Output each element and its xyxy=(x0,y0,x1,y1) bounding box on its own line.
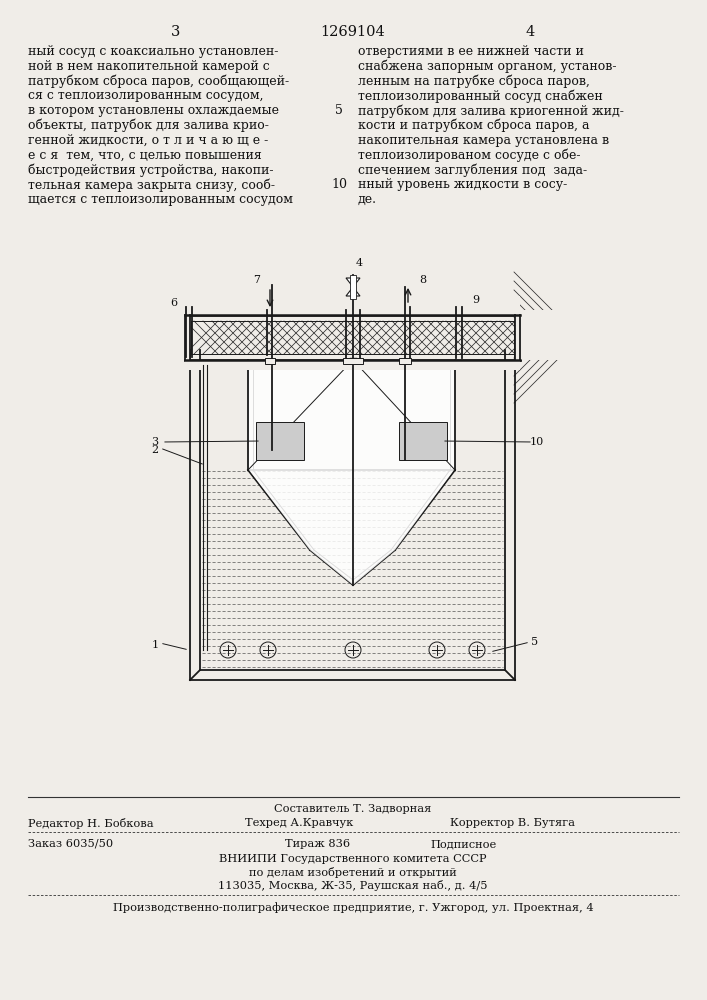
Bar xyxy=(399,358,411,364)
Bar xyxy=(185,360,520,370)
Text: ной в нем накопительной камерой с: ной в нем накопительной камерой с xyxy=(28,60,270,73)
Text: 7: 7 xyxy=(254,275,260,285)
Text: 3: 3 xyxy=(151,437,158,447)
Text: кости и патрубком сброса паров, а: кости и патрубком сброса паров, а xyxy=(358,119,590,132)
Bar xyxy=(350,275,356,299)
Text: нный уровень жидкости в сосу-: нный уровень жидкости в сосу- xyxy=(358,178,567,191)
Text: 6: 6 xyxy=(170,298,177,308)
Text: 5: 5 xyxy=(335,104,343,117)
Text: ленным на патрубке сброса паров,: ленным на патрубке сброса паров, xyxy=(358,75,590,88)
Text: 9: 9 xyxy=(472,295,479,305)
Text: теплоизолированом сосуде с обе-: теплоизолированом сосуде с обе- xyxy=(358,149,580,162)
Text: Техред А.Кравчук: Техред А.Кравчук xyxy=(245,818,354,828)
Bar xyxy=(515,310,615,360)
Text: в котором установлены охлаждаемые: в котором установлены охлаждаемые xyxy=(28,104,279,117)
Text: 1: 1 xyxy=(151,640,158,650)
Bar xyxy=(0,310,190,360)
Polygon shape xyxy=(249,360,454,585)
Text: 1269104: 1269104 xyxy=(321,25,385,39)
Text: 113035, Москва, Ж-35, Раушская наб., д. 4/5: 113035, Москва, Ж-35, Раушская наб., д. … xyxy=(218,880,488,891)
Bar xyxy=(265,358,275,364)
Text: отверстиями в ее нижней части и: отверстиями в ее нижней части и xyxy=(358,45,584,58)
Bar xyxy=(399,422,447,460)
Text: 4: 4 xyxy=(525,25,534,39)
Text: 2: 2 xyxy=(151,445,158,455)
Text: Заказ 6035/50: Заказ 6035/50 xyxy=(28,839,113,849)
Text: 10: 10 xyxy=(331,178,347,191)
Text: 5: 5 xyxy=(532,637,539,647)
Text: тельная камера закрыта снизу, сооб-: тельная камера закрыта снизу, сооб- xyxy=(28,178,275,192)
Text: патрубком для залива криогенной жид-: патрубком для залива криогенной жид- xyxy=(358,104,624,118)
Text: Редактор Н. Бобкова: Редактор Н. Бобкова xyxy=(28,818,153,829)
Text: накопительная камера установлена в: накопительная камера установлена в xyxy=(358,134,609,147)
Polygon shape xyxy=(346,287,360,296)
Text: объекты, патрубок для залива крио-: объекты, патрубок для залива крио- xyxy=(28,119,269,132)
Text: 4: 4 xyxy=(356,258,363,268)
Text: теплоизолированный сосуд снабжен: теплоизолированный сосуд снабжен xyxy=(358,89,603,103)
Text: спечением заглубления под  зада-: спечением заглубления под зада- xyxy=(358,163,587,177)
Text: патрубком сброса паров, сообщающей-: патрубком сброса паров, сообщающей- xyxy=(28,75,289,88)
Text: 3: 3 xyxy=(171,25,181,39)
Text: щается с теплоизолированным сосудом: щается с теплоизолированным сосудом xyxy=(28,193,293,206)
Polygon shape xyxy=(346,278,360,287)
Text: ный сосуд с коаксиально установлен-: ный сосуд с коаксиально установлен- xyxy=(28,45,279,58)
Text: Составитель Т. Задворная: Составитель Т. Задворная xyxy=(274,804,432,814)
Text: е с я  тем, что, с целью повышения: е с я тем, что, с целью повышения xyxy=(28,149,262,162)
Text: Подписное: Подписное xyxy=(430,839,496,849)
Bar xyxy=(343,358,363,364)
Text: Корректор В. Бутяга: Корректор В. Бутяга xyxy=(450,818,575,828)
Text: Производственно-полиграфическое предприятие, г. Ужгород, ул. Проектная, 4: Производственно-полиграфическое предприя… xyxy=(112,902,593,913)
Text: по делам изобретений и открытий: по делам изобретений и открытий xyxy=(249,867,457,878)
Bar xyxy=(185,296,520,316)
Text: 8: 8 xyxy=(419,275,426,285)
Text: снабжена запорным органом, установ-: снабжена запорным органом, установ- xyxy=(358,60,617,73)
Text: Тираж 836: Тираж 836 xyxy=(285,839,350,849)
Bar xyxy=(256,422,304,460)
Text: 10: 10 xyxy=(530,437,544,447)
Text: ВНИИПИ Государственного комитета СССР: ВНИИПИ Государственного комитета СССР xyxy=(219,854,486,864)
Text: быстродействия устройства, накопи-: быстродействия устройства, накопи- xyxy=(28,163,274,177)
Text: генной жидкости, о т л и ч а ю щ е -: генной жидкости, о т л и ч а ю щ е - xyxy=(28,134,268,147)
Text: де.: де. xyxy=(358,193,377,206)
Text: ся с теплоизолированным сосудом,: ся с теплоизолированным сосудом, xyxy=(28,89,264,102)
